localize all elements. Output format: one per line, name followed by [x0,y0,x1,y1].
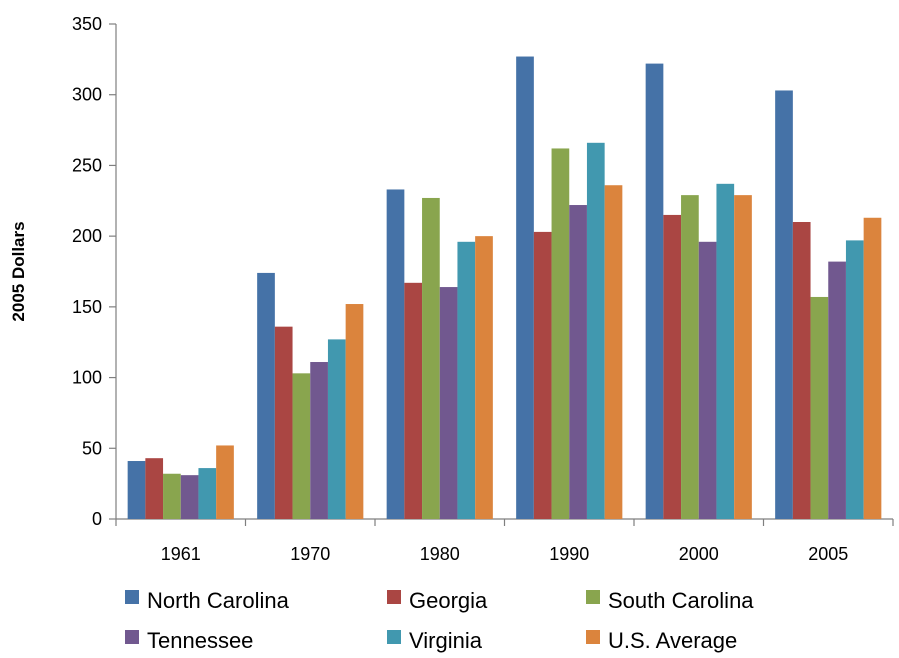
bars [127,56,882,520]
bar-georgia-1961 [145,458,164,519]
legend-label: Virginia [409,628,483,653]
bar-tennessee-2000 [698,241,717,520]
bar-u-s-average-2000 [734,195,752,519]
bar-tennessee-2005 [828,261,846,519]
bar-virginia-1980 [457,241,476,520]
bar-south-carolina-2005 [810,296,829,519]
bar-tennessee-1980 [439,287,458,519]
bar-south-carolina-1961 [163,473,181,519]
legend-label: U.S. Average [608,628,737,653]
bar-virginia-1970 [327,339,346,519]
bar-virginia-1990 [586,142,605,520]
x-axis: 1961 1970 1980 1990 2000 2005 [115,518,894,564]
bar-u-s-average-1961 [216,445,234,519]
bar-u-s-average-1980 [475,236,493,519]
bar-north-carolina-2000 [645,63,664,519]
legend-swatch [125,630,139,644]
x-tick-label: 1990 [549,544,589,564]
bar-north-carolina-2005 [775,90,793,519]
bar-north-carolina-1980 [386,189,405,519]
y-tick-label: 0 [92,509,102,529]
legend-label: South Carolina [608,588,754,613]
legend-label: Tennessee [147,628,253,653]
bar-georgia-2000 [663,214,682,519]
x-tick-label: 2005 [808,544,848,564]
bar-south-carolina-1990 [551,148,570,519]
legend-swatch [387,630,401,644]
bar-georgia-1970 [274,326,293,519]
legend: North Carolina Georgia South Carolina Tenne… [125,588,754,653]
bar-georgia-2005 [792,222,811,519]
y-tick-label: 250 [72,155,102,175]
y-tick-label: 350 [72,14,102,34]
bar-virginia-2005 [845,240,864,519]
y-tick-label: 50 [82,438,102,458]
bar-u-s-average-1990 [604,185,623,519]
bar-south-carolina-1980 [422,197,440,519]
bar-virginia-2000 [716,183,735,520]
legend-item: North Carolina [125,588,290,613]
y-tick-label: 300 [72,85,102,105]
bar-north-carolina-1990 [516,56,534,520]
legend-swatch [586,590,600,604]
bar-north-carolina-1961 [127,461,146,519]
y-tick-label: 100 [72,368,102,388]
y-tick-label: 200 [72,226,102,246]
x-tick-label: 1970 [290,544,330,564]
legend-swatch [125,590,139,604]
y-axis: 0 50 100 150 200 250 300 350 [72,14,117,529]
bar-south-carolina-2000 [681,195,699,519]
x-tick-label: 1980 [420,544,460,564]
y-axis-label: 2005 Dollars [9,221,28,321]
x-tick-label: 2000 [679,544,719,564]
legend-item: U.S. Average [586,628,737,653]
x-tick-label: 1961 [161,544,201,564]
legend-item: Virginia [387,628,483,653]
legend-label: North Carolina [147,588,290,613]
bar-south-carolina-1970 [292,373,311,519]
bar-u-s-average-1970 [345,304,364,519]
bar-georgia-1980 [404,282,423,519]
bar-tennessee-1961 [180,475,199,519]
legend-swatch [387,590,401,604]
bar-georgia-1990 [533,231,552,519]
legend-item: Georgia [387,588,488,613]
bar-tennessee-1970 [310,362,328,519]
legend-item: South Carolina [586,588,754,613]
bar-tennessee-1990 [569,205,587,519]
bar-u-s-average-2005 [863,217,882,519]
legend-label: Georgia [409,588,488,613]
legend-swatch [586,630,600,644]
bar-virginia-1961 [198,468,217,519]
y-tick-label: 150 [72,297,102,317]
legend-item: Tennessee [125,628,253,653]
bar-north-carolina-1970 [257,272,275,519]
